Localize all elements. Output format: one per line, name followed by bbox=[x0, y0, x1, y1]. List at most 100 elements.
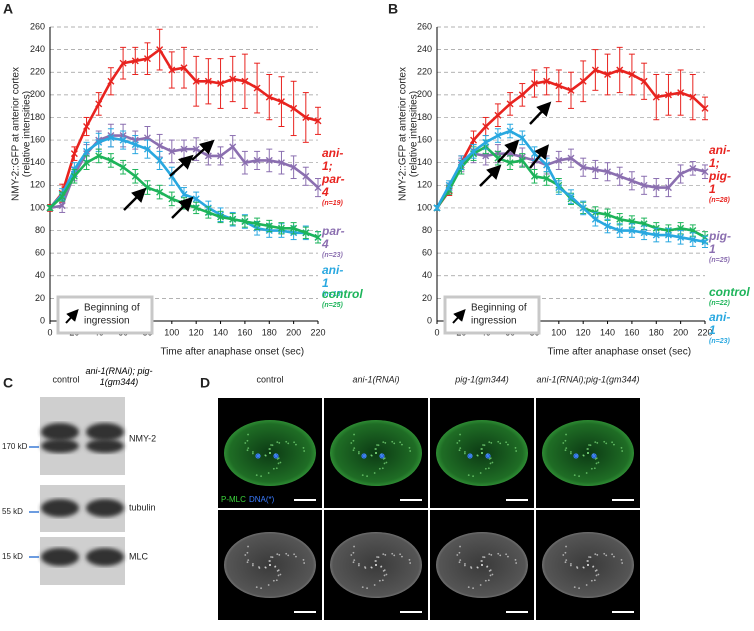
data-point bbox=[567, 86, 575, 94]
y-axis-label: NMY-2::GFP at anterior cortex bbox=[11, 67, 22, 201]
speckle bbox=[594, 553, 597, 556]
speckle bbox=[361, 586, 364, 589]
data-point bbox=[616, 66, 624, 74]
series-label: control (n=25) bbox=[322, 288, 363, 310]
speckle bbox=[276, 441, 279, 444]
speckle bbox=[587, 448, 589, 450]
speckle bbox=[587, 560, 589, 562]
blot-band bbox=[41, 499, 79, 517]
data-point bbox=[107, 156, 115, 164]
speckle bbox=[378, 579, 381, 582]
speckle bbox=[271, 444, 274, 447]
x-tick-label: 180 bbox=[649, 327, 664, 337]
speckle bbox=[573, 586, 576, 589]
speckle bbox=[585, 584, 588, 586]
ingression-arrow bbox=[529, 144, 549, 169]
speckle bbox=[274, 565, 276, 568]
data-point bbox=[701, 168, 709, 176]
speckle bbox=[382, 441, 385, 444]
y-axis-label: (relative intensities) bbox=[22, 91, 33, 177]
speckle bbox=[613, 443, 615, 446]
y-tick-label: 100 bbox=[30, 202, 45, 212]
x-axis-label: Time after anaphase onset (sec) bbox=[547, 347, 691, 358]
y-tick-label: 0 bbox=[40, 315, 45, 325]
speckle bbox=[377, 444, 380, 447]
blot-band bbox=[86, 499, 124, 517]
speckle bbox=[353, 545, 355, 548]
data-point bbox=[530, 172, 538, 180]
speckle bbox=[287, 442, 290, 445]
data-point bbox=[457, 159, 465, 167]
speckle bbox=[488, 570, 491, 572]
speckle bbox=[463, 564, 466, 567]
y-tick-label: 60 bbox=[35, 248, 45, 258]
series-name: ani-1 bbox=[322, 263, 344, 290]
speckle bbox=[252, 562, 254, 565]
speckle bbox=[293, 441, 296, 444]
series-n: (n=22) bbox=[709, 300, 730, 307]
data-point bbox=[579, 77, 587, 85]
speckle bbox=[260, 475, 262, 478]
speckle bbox=[383, 462, 386, 465]
speckle bbox=[582, 566, 585, 569]
speckle bbox=[408, 558, 411, 561]
speckle bbox=[361, 474, 364, 477]
speckle bbox=[375, 560, 377, 562]
speckle bbox=[585, 472, 588, 474]
y-axis-label: NMY-2::GFP at anterior cortex bbox=[398, 67, 409, 201]
speckle bbox=[605, 442, 608, 445]
data-point bbox=[217, 213, 225, 221]
speckle bbox=[570, 450, 572, 453]
data-point bbox=[143, 55, 151, 63]
speckle bbox=[275, 467, 278, 470]
speckle bbox=[276, 570, 279, 572]
series-n: (n=15) bbox=[322, 291, 343, 298]
speckle bbox=[255, 474, 258, 477]
speckle bbox=[595, 574, 598, 577]
speckle bbox=[484, 579, 487, 582]
ingression-arrow bbox=[191, 139, 215, 161]
data-point bbox=[229, 215, 237, 223]
speckle bbox=[277, 574, 280, 577]
speckle bbox=[352, 439, 355, 442]
y-tick-label: 260 bbox=[417, 21, 432, 31]
data-point bbox=[555, 156, 563, 164]
speckle bbox=[276, 553, 279, 556]
speckle bbox=[352, 551, 355, 554]
data-point bbox=[265, 156, 273, 164]
speckle bbox=[270, 556, 272, 558]
data-point bbox=[131, 141, 139, 149]
data-point bbox=[229, 143, 237, 151]
speckle bbox=[380, 565, 382, 568]
series-n: (n=25) bbox=[322, 302, 343, 309]
data-point bbox=[131, 57, 139, 65]
speckle bbox=[385, 573, 388, 576]
data-point bbox=[591, 215, 599, 223]
y-tick-label: 0 bbox=[427, 315, 432, 325]
speckle bbox=[505, 553, 508, 556]
y-tick-label: 60 bbox=[422, 248, 432, 258]
speckle bbox=[246, 561, 249, 564]
speckle bbox=[564, 561, 567, 564]
y-tick-label: 120 bbox=[30, 180, 45, 190]
speckle bbox=[573, 474, 576, 477]
speckle bbox=[370, 454, 373, 457]
x-tick-label: 160 bbox=[237, 327, 252, 337]
series-name: ani-1; pig-1 bbox=[709, 143, 731, 196]
speckle bbox=[613, 555, 615, 558]
data-point bbox=[168, 66, 176, 74]
data-point bbox=[616, 215, 624, 223]
speckle bbox=[278, 442, 281, 444]
speckle bbox=[382, 570, 385, 572]
speckle bbox=[375, 448, 377, 450]
speckle bbox=[399, 441, 402, 444]
blot-row-label: NMY-2 bbox=[129, 433, 156, 443]
data-point bbox=[290, 104, 298, 112]
speckle bbox=[596, 442, 599, 444]
data-point bbox=[277, 98, 285, 106]
y-tick-label: 20 bbox=[35, 293, 45, 303]
inset-arrow bbox=[452, 309, 466, 324]
speckle bbox=[267, 472, 270, 474]
speckle bbox=[463, 452, 466, 455]
speckle bbox=[507, 555, 509, 558]
